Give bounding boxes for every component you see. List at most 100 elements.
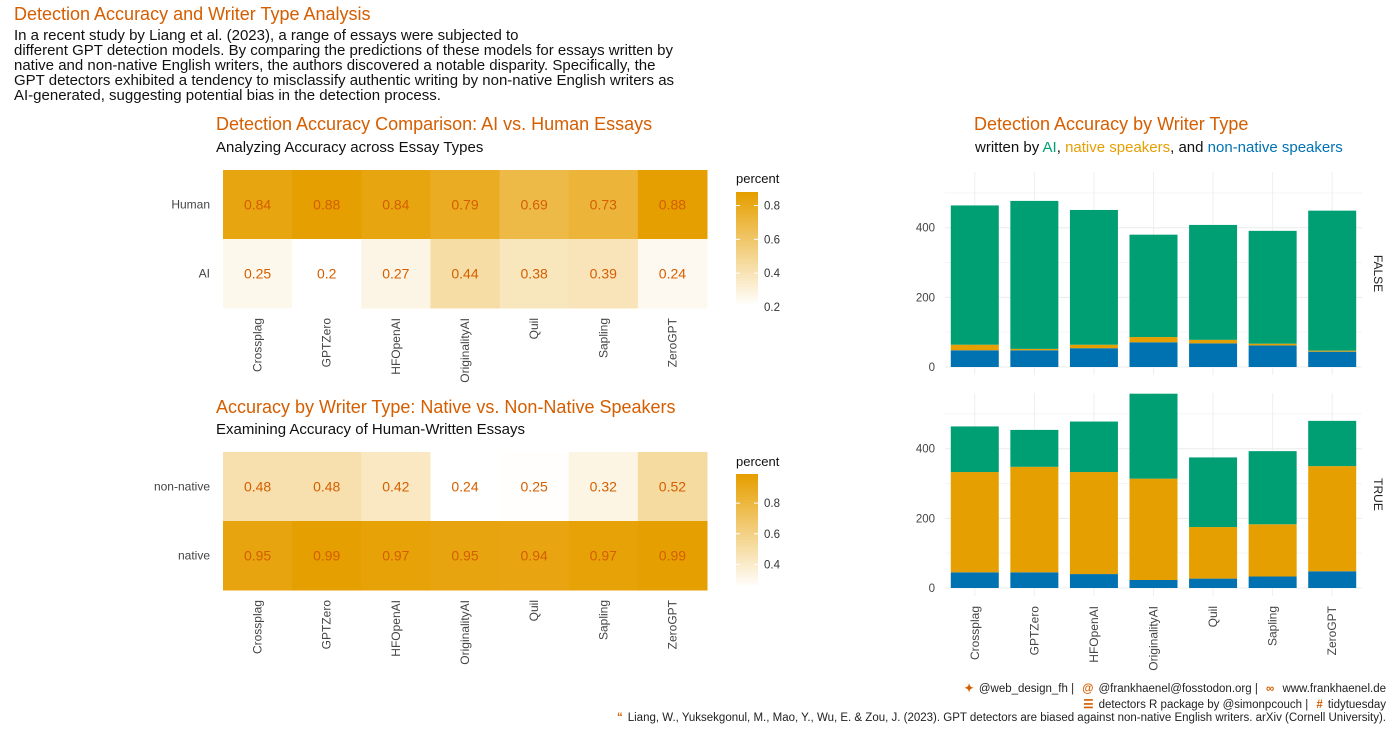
- heatmap-cell: [361, 239, 431, 309]
- facet-strip-label: TRUE: [1371, 478, 1385, 511]
- heatmap-column-label: Quil: [527, 600, 541, 621]
- heatmap-value-label: 0.39: [590, 266, 617, 282]
- stacked-bar-segment: [1189, 339, 1238, 344]
- bar-y-tick-label: 200: [916, 513, 935, 525]
- heatmap-column-label: ZeroGPT: [665, 317, 679, 367]
- legend-gradient-step: [736, 568, 758, 573]
- stacked-bar-segment: [1248, 230, 1297, 344]
- heatmap-cell: [637, 170, 708, 240]
- legend-gradient-step: [736, 197, 758, 202]
- stacked-bar-segment: [1129, 393, 1178, 479]
- legend-gradient-step: [736, 229, 758, 233]
- subtitle-non-native: non-native speakers: [1207, 139, 1343, 156]
- legend-gradient-step: [736, 261, 758, 265]
- heatmap-column-label: GPTZero: [320, 318, 334, 368]
- stacked-bar-segment: [1069, 209, 1118, 345]
- heatmap-cell: [292, 452, 362, 522]
- stacked-bar-segment: [1129, 234, 1178, 338]
- legend-gradient-step: [736, 511, 758, 515]
- legend-gradient-step: [736, 531, 758, 535]
- footer-twitter[interactable]: @web_design_fh: [978, 683, 1068, 695]
- stacked-bar-segment: [950, 572, 999, 588]
- heatmap-value-label: 0.73: [590, 197, 617, 213]
- heatmap-cell: [568, 452, 639, 522]
- legend-gradient-step: [736, 560, 758, 564]
- heatmap-value-label: 0.99: [659, 548, 686, 564]
- heatmap-value-label: 0.25: [244, 266, 271, 282]
- stacked-bar-segment: [1129, 337, 1178, 343]
- heatmap-column-label: HFOpenAI: [389, 600, 403, 657]
- stacked-bar-segment: [1308, 571, 1357, 588]
- heatmap-value-label: 0.95: [451, 548, 478, 564]
- stacked-bar-segment: [1069, 344, 1118, 349]
- legend-gradient-step: [736, 482, 758, 487]
- legend-gradient-step: [736, 298, 758, 302]
- legend-gradient-step: [736, 497, 758, 501]
- heatmap-value-label: 0.88: [313, 197, 340, 213]
- bar-y-tick-label: 400: [916, 223, 935, 235]
- footer-hashtag[interactable]: tidytuesday: [1327, 699, 1386, 711]
- legend-gradient-step: [736, 566, 758, 570]
- heatmap-cell: [361, 170, 431, 240]
- legend-gradient-step: [736, 502, 758, 507]
- legend-gradient-step: [736, 554, 758, 558]
- legend-gradient-step: [736, 517, 758, 521]
- facet-strip-label: FALSE: [1371, 255, 1385, 292]
- heatmap-value-label: 0.2: [317, 266, 337, 282]
- legend-gradient-step: [736, 200, 758, 205]
- intro-line: GPT detectors exhibited a tendency to mi…: [14, 72, 675, 89]
- bar-x-tick-label: Crossplag: [968, 606, 982, 660]
- heatmap-cell: [292, 239, 362, 309]
- footer-mastodon[interactable]: @frankhaenel@fosstodon.org: [1098, 683, 1252, 695]
- heatmap-value-label: 0.84: [244, 197, 271, 213]
- bar-x-tick-label: HFOpenAI: [1087, 606, 1101, 663]
- stacked-bar-segment: [1248, 451, 1297, 525]
- heatmap-column-label: Sapling: [596, 318, 610, 358]
- legend-gradient-step: [736, 235, 758, 239]
- stacked-bar-segment: [1248, 576, 1297, 588]
- legend-gradient-step: [736, 548, 758, 553]
- footer-package[interactable]: detectors R package by @simonpcouch: [1098, 699, 1303, 711]
- heatmap-cell: [223, 521, 293, 591]
- stacked-bar-segment: [1010, 466, 1059, 573]
- heatmap-value-label: 0.32: [590, 479, 617, 495]
- heatmap-cell: [637, 521, 708, 591]
- legend-gradient-step: [736, 479, 758, 484]
- stacked-bar-segment: [1010, 429, 1059, 467]
- heatmap-value-label: 0.24: [451, 479, 478, 495]
- stacked-bar-segment: [1010, 348, 1059, 351]
- heatmap-value-label: 0.25: [521, 479, 548, 495]
- legend-gradient-step: [736, 272, 758, 276]
- legend-gradient-step: [736, 557, 758, 561]
- stacked-bar-segment: [1129, 478, 1178, 580]
- legend-gradient-step: [736, 203, 758, 207]
- stacked-bar-segment: [1129, 342, 1178, 367]
- legend-gradient-step: [736, 226, 758, 230]
- heatmap1-subtitle: Analyzing Accuracy across Essay Types: [216, 139, 484, 156]
- bar-y-tick-label: 200: [916, 292, 935, 304]
- heatmap-row-label: non-native: [154, 480, 210, 494]
- stacked-bar-segment: [950, 344, 999, 351]
- heatmap-value-label: 0.95: [244, 548, 271, 564]
- stacked-bar-segment: [1069, 472, 1118, 575]
- legend-gradient-step: [736, 266, 758, 271]
- subtitle-ai: AI: [1042, 139, 1057, 156]
- legend-gradient-step: [736, 232, 758, 236]
- heatmap-row-label: AI: [199, 267, 210, 281]
- stacked-bar-segment: [1189, 527, 1238, 579]
- stacked-bar-segment: [1189, 343, 1238, 367]
- legend-gradient-step: [736, 240, 758, 245]
- legend-gradient-step: [736, 263, 758, 268]
- heatmap-cell: [430, 239, 501, 309]
- stacked-bar-segment: [1308, 351, 1357, 367]
- footer-social: ✦ @web_design_fh | @ @frankhaenel@fosstodo…: [964, 683, 1386, 695]
- heatmap-value-label: 0.24: [659, 266, 686, 282]
- footer-website[interactable]: www.frankhaenel.de: [1282, 683, 1386, 695]
- stacked-bar-segment: [1308, 420, 1357, 467]
- heatmap-value-label: 0.79: [451, 197, 478, 213]
- intro-line: In a recent study by Liang et al. (2023)…: [14, 27, 519, 44]
- stacked-bar-segment: [1069, 574, 1118, 588]
- heatmap-cell: [568, 170, 639, 240]
- heatmap-cell: [430, 170, 501, 240]
- legend-gradient-step: [736, 289, 758, 294]
